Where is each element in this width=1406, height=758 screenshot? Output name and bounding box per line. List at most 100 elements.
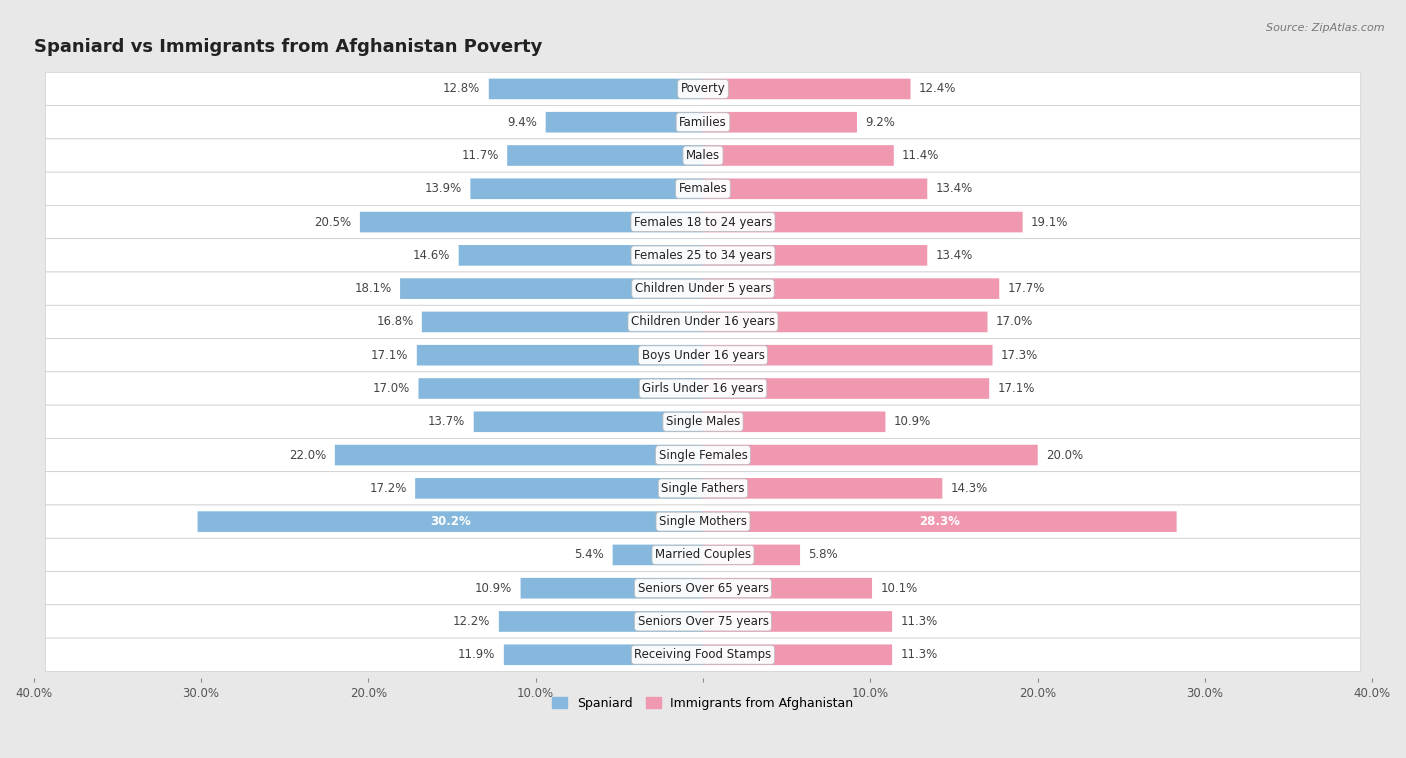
FancyBboxPatch shape	[546, 112, 703, 133]
Text: 11.9%: 11.9%	[458, 648, 495, 661]
FancyBboxPatch shape	[703, 178, 928, 199]
Text: Females: Females	[679, 182, 727, 196]
Text: 12.4%: 12.4%	[920, 83, 956, 96]
Text: 11.3%: 11.3%	[900, 615, 938, 628]
Text: Single Females: Single Females	[658, 449, 748, 462]
Text: 17.2%: 17.2%	[370, 482, 406, 495]
FancyBboxPatch shape	[45, 72, 1361, 105]
FancyBboxPatch shape	[703, 644, 893, 665]
Text: 10.9%: 10.9%	[894, 415, 931, 428]
Text: 11.7%: 11.7%	[461, 149, 499, 162]
Text: 10.1%: 10.1%	[880, 581, 918, 595]
Text: 17.0%: 17.0%	[995, 315, 1033, 328]
FancyBboxPatch shape	[613, 544, 703, 565]
Text: 12.8%: 12.8%	[443, 83, 481, 96]
FancyBboxPatch shape	[703, 245, 928, 265]
Text: 22.0%: 22.0%	[290, 449, 326, 462]
Text: Girls Under 16 years: Girls Under 16 years	[643, 382, 763, 395]
FancyBboxPatch shape	[471, 178, 703, 199]
Text: Seniors Over 65 years: Seniors Over 65 years	[637, 581, 769, 595]
FancyBboxPatch shape	[45, 638, 1361, 672]
FancyBboxPatch shape	[703, 146, 894, 166]
Text: 16.8%: 16.8%	[377, 315, 413, 328]
Text: 10.9%: 10.9%	[475, 581, 512, 595]
FancyBboxPatch shape	[419, 378, 703, 399]
FancyBboxPatch shape	[422, 312, 703, 332]
FancyBboxPatch shape	[703, 79, 911, 99]
FancyBboxPatch shape	[703, 544, 800, 565]
Text: 17.7%: 17.7%	[1008, 282, 1045, 295]
FancyBboxPatch shape	[416, 345, 703, 365]
FancyBboxPatch shape	[198, 512, 703, 532]
Text: Single Males: Single Males	[666, 415, 740, 428]
Legend: Spaniard, Immigrants from Afghanistan: Spaniard, Immigrants from Afghanistan	[547, 692, 859, 715]
Text: 14.6%: 14.6%	[413, 249, 450, 262]
Text: 20.0%: 20.0%	[1046, 449, 1083, 462]
FancyBboxPatch shape	[45, 205, 1361, 239]
Text: 13.7%: 13.7%	[427, 415, 465, 428]
FancyBboxPatch shape	[520, 578, 703, 599]
FancyBboxPatch shape	[45, 105, 1361, 139]
FancyBboxPatch shape	[45, 438, 1361, 471]
Text: 18.1%: 18.1%	[354, 282, 392, 295]
FancyBboxPatch shape	[335, 445, 703, 465]
Text: Poverty: Poverty	[681, 83, 725, 96]
Text: Single Mothers: Single Mothers	[659, 515, 747, 528]
Text: 9.4%: 9.4%	[508, 116, 537, 129]
FancyBboxPatch shape	[703, 278, 1000, 299]
FancyBboxPatch shape	[45, 172, 1361, 205]
FancyBboxPatch shape	[703, 611, 893, 632]
Text: 13.4%: 13.4%	[935, 249, 973, 262]
FancyBboxPatch shape	[45, 471, 1361, 505]
FancyBboxPatch shape	[474, 412, 703, 432]
Text: 5.4%: 5.4%	[575, 549, 605, 562]
Text: 14.3%: 14.3%	[950, 482, 988, 495]
FancyBboxPatch shape	[703, 578, 872, 599]
Text: Children Under 5 years: Children Under 5 years	[634, 282, 772, 295]
Text: Seniors Over 75 years: Seniors Over 75 years	[637, 615, 769, 628]
FancyBboxPatch shape	[503, 644, 703, 665]
FancyBboxPatch shape	[45, 339, 1361, 372]
FancyBboxPatch shape	[45, 405, 1361, 438]
Text: Spaniard vs Immigrants from Afghanistan Poverty: Spaniard vs Immigrants from Afghanistan …	[34, 38, 541, 56]
Text: Females 25 to 34 years: Females 25 to 34 years	[634, 249, 772, 262]
FancyBboxPatch shape	[45, 505, 1361, 538]
Text: 20.5%: 20.5%	[315, 215, 352, 229]
FancyBboxPatch shape	[508, 146, 703, 166]
Text: 11.3%: 11.3%	[900, 648, 938, 661]
Text: 13.9%: 13.9%	[425, 182, 463, 196]
FancyBboxPatch shape	[703, 412, 886, 432]
FancyBboxPatch shape	[703, 211, 1022, 233]
Text: 9.2%: 9.2%	[865, 116, 896, 129]
Text: Boys Under 16 years: Boys Under 16 years	[641, 349, 765, 362]
Text: Married Couples: Married Couples	[655, 549, 751, 562]
FancyBboxPatch shape	[45, 139, 1361, 172]
Text: Females 18 to 24 years: Females 18 to 24 years	[634, 215, 772, 229]
Text: Single Fathers: Single Fathers	[661, 482, 745, 495]
FancyBboxPatch shape	[703, 312, 987, 332]
FancyBboxPatch shape	[45, 372, 1361, 405]
Text: Families: Families	[679, 116, 727, 129]
FancyBboxPatch shape	[45, 572, 1361, 605]
FancyBboxPatch shape	[458, 245, 703, 265]
Text: 17.0%: 17.0%	[373, 382, 411, 395]
FancyBboxPatch shape	[703, 512, 1177, 532]
FancyBboxPatch shape	[499, 611, 703, 632]
FancyBboxPatch shape	[703, 345, 993, 365]
FancyBboxPatch shape	[703, 478, 942, 499]
Text: 30.2%: 30.2%	[430, 515, 471, 528]
FancyBboxPatch shape	[703, 378, 990, 399]
FancyBboxPatch shape	[360, 211, 703, 233]
Text: 12.2%: 12.2%	[453, 615, 491, 628]
Text: 11.4%: 11.4%	[903, 149, 939, 162]
FancyBboxPatch shape	[45, 605, 1361, 638]
FancyBboxPatch shape	[401, 278, 703, 299]
Text: 19.1%: 19.1%	[1031, 215, 1069, 229]
Text: Children Under 16 years: Children Under 16 years	[631, 315, 775, 328]
FancyBboxPatch shape	[703, 445, 1038, 465]
FancyBboxPatch shape	[45, 272, 1361, 305]
Text: 13.4%: 13.4%	[935, 182, 973, 196]
FancyBboxPatch shape	[45, 538, 1361, 572]
Text: 28.3%: 28.3%	[920, 515, 960, 528]
Text: 17.1%: 17.1%	[997, 382, 1035, 395]
